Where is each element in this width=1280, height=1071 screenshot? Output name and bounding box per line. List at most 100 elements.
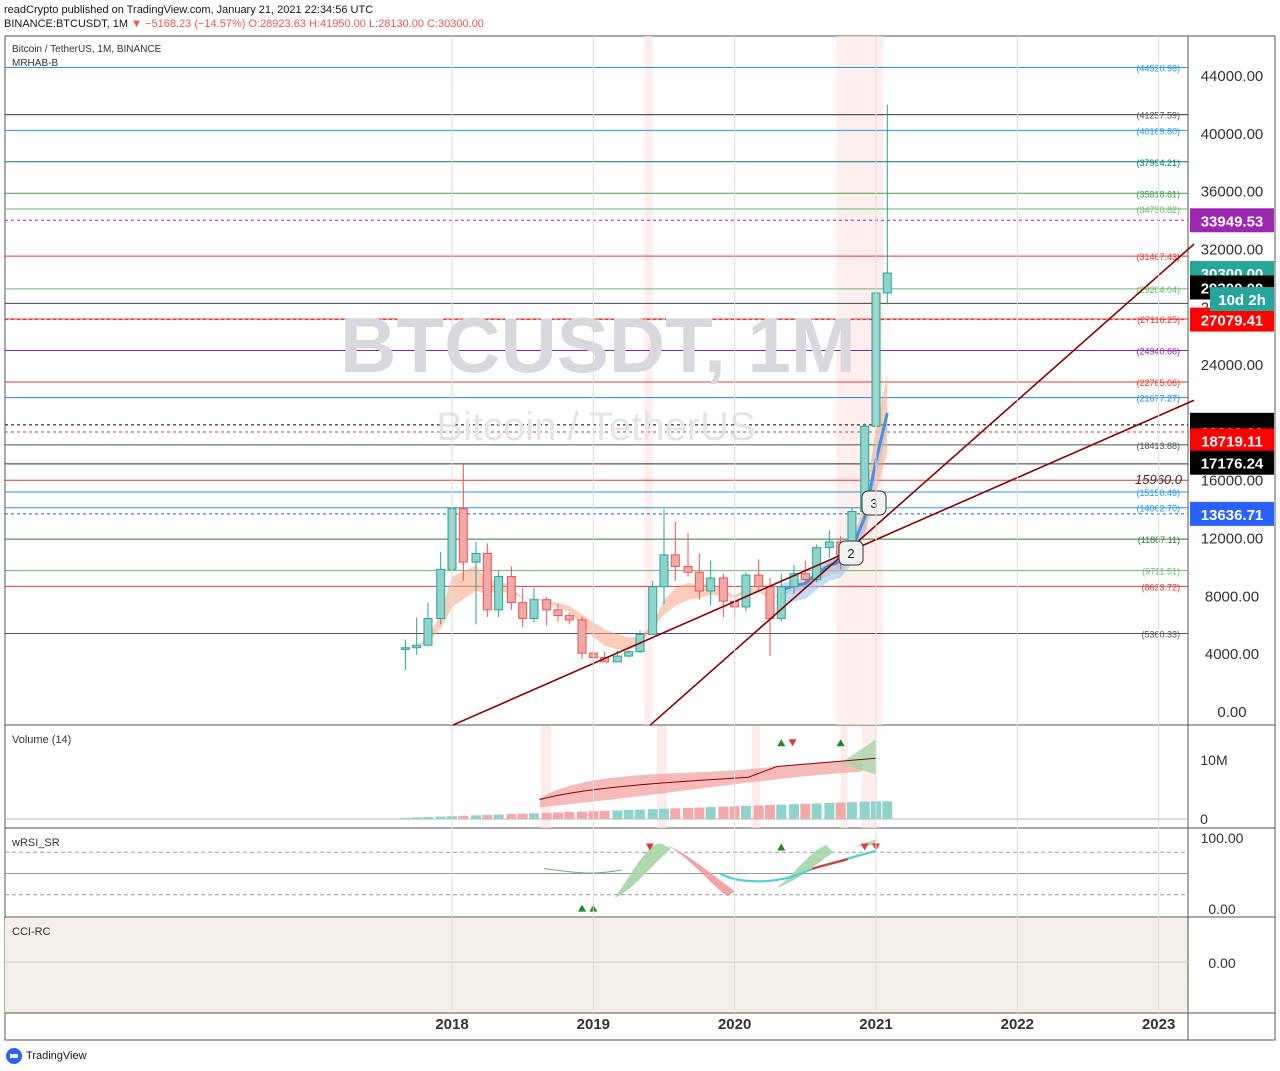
- ohlc-line: BINANCE:BTCUSDT, 1M ▼ −5168.23 (−14.57%)…: [4, 18, 484, 30]
- countdown-tag: [1210, 287, 1274, 312]
- ema-line: [780, 412, 889, 592]
- rsi-fill-green: [854, 839, 876, 847]
- volume-bar: [400, 817, 411, 819]
- rsi-title: wRSI_SR: [11, 837, 60, 849]
- trendline: [451, 399, 1195, 727]
- watermark-name: Bitcoin / TetherUS: [436, 405, 755, 449]
- publisher-line: readCrypto published on TradingView.com,…: [4, 4, 374, 16]
- price-tag: [1190, 450, 1274, 475]
- candle-body: [718, 577, 728, 602]
- ohlc-change: ▼ −5168.23 (−14.57%): [131, 18, 246, 30]
- volume-bar: [493, 814, 504, 819]
- volume-bar: [753, 805, 764, 819]
- x-tick-label: 2019: [577, 1016, 610, 1033]
- price-tag-label: 27079.41: [1201, 313, 1264, 330]
- volume-bar: [683, 807, 694, 819]
- rsi-ma-line: [719, 849, 877, 883]
- volume-bar: [458, 815, 469, 819]
- volume-ma-line: [539, 757, 877, 801]
- volume-bar: [764, 805, 775, 819]
- volume-bar: [835, 802, 846, 819]
- rsi-tick: 100.00: [1201, 830, 1244, 846]
- y-tick-label: 12000.00: [1201, 531, 1264, 548]
- volume-bar: [811, 803, 822, 819]
- volume-bar: [846, 802, 857, 819]
- rsi-tick: 0.00: [1208, 901, 1235, 917]
- volume-bar: [740, 805, 751, 819]
- volume-bar: [577, 811, 588, 819]
- wave-label-box: [861, 490, 887, 516]
- volume-tick: 10M: [1200, 752, 1227, 768]
- candle-body: [670, 554, 680, 567]
- price-tag-label: 33949.53: [1201, 213, 1264, 230]
- indicator-label: MRHAB-B: [12, 58, 58, 69]
- volume-tick: 0: [1200, 811, 1208, 827]
- y-tick-label: 44000.00: [1201, 68, 1264, 85]
- rsi-signal-line: [543, 868, 622, 874]
- candle-body: [765, 586, 775, 619]
- wave-label: 2: [847, 546, 854, 561]
- y-tick-label: 0.00: [1217, 704, 1246, 721]
- price-tag-label: 18719.11: [1201, 433, 1263, 450]
- ohlc-symbol: BINANCE:BTCUSDT, 1M: [4, 18, 129, 30]
- wave-label-box: [838, 540, 864, 566]
- candle-body: [577, 619, 587, 654]
- candle-body: [436, 568, 446, 619]
- rsi-signal-arrow: [578, 904, 587, 912]
- price-chart[interactable]: (44520.98)(41257.59)(40169.80)(37994.21)…: [0, 0, 1280, 1046]
- candle-body: [542, 599, 552, 611]
- price-tag: [1190, 428, 1274, 453]
- y-tick-label: 40000.00: [1201, 126, 1264, 143]
- candle-body: [612, 655, 622, 663]
- candle-body: [882, 272, 892, 294]
- candle-body: [789, 573, 799, 588]
- volume-bar: [789, 804, 800, 819]
- candle-body: [800, 573, 810, 580]
- volume-bar: [552, 812, 563, 819]
- volume-bar: [882, 801, 893, 819]
- price-tag-label: 17176.24: [1201, 456, 1264, 473]
- footer-brand: TradingView: [26, 1050, 87, 1062]
- volume-signal-arrow: [788, 739, 797, 747]
- y-tick-label: 8000.00: [1205, 588, 1259, 605]
- y-tick-label: 32000.00: [1201, 241, 1264, 258]
- volume-ma-band: [539, 760, 862, 808]
- candle-body: [553, 609, 563, 617]
- candle-body: [518, 602, 528, 619]
- x-tick-label: 2020: [718, 1016, 751, 1033]
- level-label: (8623.72): [1141, 582, 1180, 592]
- candle-body: [741, 574, 751, 608]
- volume-bar: [411, 817, 422, 819]
- price-tag-label: 13636.71: [1201, 507, 1264, 524]
- candle-body: [706, 577, 716, 592]
- candle-body: [624, 651, 634, 657]
- rsi-signal-arrow: [645, 843, 654, 851]
- wave-label: 3: [870, 496, 877, 511]
- trendline: [649, 243, 1195, 727]
- candle-body: [529, 599, 539, 619]
- level-label: (9711.51): [1142, 567, 1180, 577]
- rsi-fill-red: [666, 845, 735, 897]
- candle-body: [564, 615, 574, 621]
- volume-bar: [435, 816, 446, 819]
- x-tick-label: 2022: [1001, 1016, 1034, 1033]
- x-tick-label: 2018: [435, 1016, 468, 1033]
- volume-title: Volume (14): [12, 734, 71, 746]
- candle-body: [824, 541, 834, 549]
- y-tick-label: 24000.00: [1201, 357, 1264, 374]
- y-tick-label: 4000.00: [1205, 646, 1259, 663]
- chart-title: Bitcoin / TetherUS, 1M, BINANCE: [12, 44, 162, 55]
- rsi-signal-arrow: [860, 843, 869, 851]
- volume-signal-arrow: [777, 739, 786, 747]
- volume-ma-band-green: [840, 739, 876, 775]
- countdown-label: 10d 2h: [1218, 292, 1266, 309]
- rsi-fill-green: [614, 843, 672, 899]
- candle-body: [494, 576, 504, 611]
- candle-body: [683, 565, 693, 573]
- candle-body: [694, 571, 704, 592]
- candle-body: [412, 644, 422, 649]
- volume-bar: [564, 812, 575, 819]
- volume-highlight-zone: [840, 726, 848, 828]
- x-tick-label: 2021: [859, 1016, 892, 1033]
- volume-bar: [859, 801, 870, 819]
